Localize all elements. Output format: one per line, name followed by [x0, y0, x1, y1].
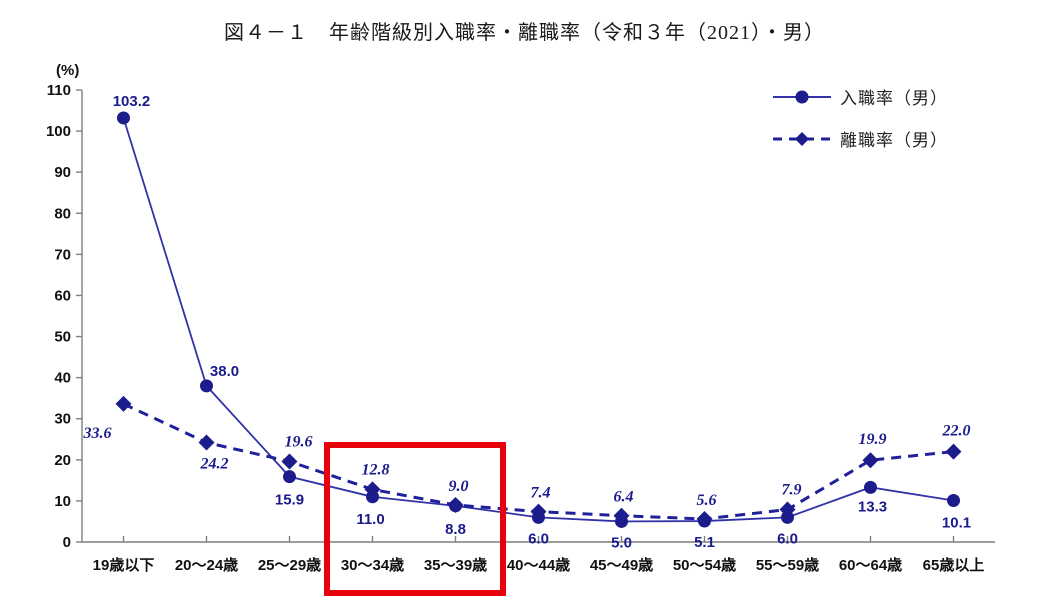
data-point-label: 6.4 — [614, 489, 634, 506]
data-point-label: 9.0 — [449, 478, 469, 495]
y-tick-label: 110 — [47, 82, 71, 99]
data-point-marker — [198, 434, 215, 451]
data-point-label: 103.2 — [113, 93, 151, 110]
series-hiring-rate: 103.2 38.0 15.9 11.0 8.8 6.0 5.0 5.1 6.0 13.3 10.1 — [113, 93, 971, 552]
legend: 入職率（男） 離職率（男） — [773, 84, 948, 151]
x-category-label: 30～34歳 — [341, 556, 404, 574]
x-category-label: 65歳以上 — [923, 556, 985, 574]
y-tick-label: 100 — [46, 123, 71, 140]
legend-entry-separation-rate: 離職率（男） — [773, 126, 948, 151]
x-category-label: 35～39歳 — [424, 556, 487, 574]
data-point-marker — [281, 453, 298, 470]
series-line — [122, 117, 954, 523]
data-point-label: 13.3 — [858, 498, 887, 515]
data-point-marker — [283, 470, 296, 484]
data-point-label: 33.6 — [83, 425, 112, 442]
data-point-label: 38.0 — [210, 363, 239, 380]
data-point-marker — [862, 452, 879, 469]
y-tick-label: 10 — [54, 493, 71, 510]
data-point-label: 19.9 — [859, 431, 887, 448]
legend-label-separation-rate: 離職率（男） — [840, 131, 948, 150]
highlight-box — [324, 442, 506, 596]
data-point-marker — [530, 503, 547, 520]
data-point-marker — [613, 507, 630, 524]
y-tick-label: 90 — [54, 164, 71, 181]
legend-swatch-dashed-diamond-icon — [773, 131, 831, 146]
data-point-label: 12.8 — [362, 461, 390, 478]
data-point-marker — [117, 111, 130, 125]
chart-title: 図４－１ 年齢階級別入職率・離職率（令和３年（2021）・男） — [224, 22, 825, 44]
data-point-label: 5.0 — [611, 534, 632, 551]
data-point-marker — [864, 480, 877, 494]
x-category-label: 60～64歳 — [839, 556, 902, 574]
x-category-label: 45～49歳 — [590, 556, 653, 574]
legend-entry-hiring-rate: 入職率（男） — [773, 84, 948, 109]
y-tick-label: 20 — [54, 452, 71, 469]
data-point-label: 15.9 — [275, 492, 304, 509]
legend-swatch-solid-circle-icon — [773, 90, 831, 103]
data-point-label: 5.1 — [694, 534, 715, 551]
data-point-label: 19.6 — [285, 433, 313, 450]
data-point-label: 5.6 — [697, 492, 717, 509]
data-point-marker — [364, 481, 381, 498]
legend-label-hiring-rate: 入職率（男） — [840, 89, 948, 108]
x-category-label: 50～54歳 — [673, 556, 736, 574]
x-category-label: 40～44歳 — [507, 556, 570, 574]
data-point-marker — [779, 501, 796, 518]
axes: 0 10 20 30 40 50 60 70 80 90 100 110 19歳以下 20～24歳 25～2… — [46, 82, 995, 574]
x-category-label: 20～24歳 — [175, 556, 238, 574]
y-tick-label: 80 — [54, 205, 71, 222]
data-point-label: 7.4 — [531, 485, 551, 502]
y-tick-label: 70 — [54, 246, 71, 263]
data-point-label: 11.0 — [356, 511, 384, 528]
series-separation-rate: 33.6 24.2 19.6 12.8 9.0 7.4 6.4 5.6 7.9 19.9 22.0 — [83, 395, 971, 527]
data-point-label: 8.8 — [445, 521, 466, 538]
x-category-label: 19歳以下 — [93, 556, 155, 574]
data-point-label: 6.0 — [777, 530, 798, 547]
y-axis-unit-label: (%) — [56, 62, 80, 79]
data-point-marker — [115, 395, 132, 412]
x-category-label: 55～59歳 — [756, 556, 819, 574]
data-point-label: 6.0 — [528, 530, 549, 547]
y-tick-label: 30 — [54, 411, 71, 428]
y-tick-label: 60 — [54, 287, 71, 304]
data-point-label: 10.1 — [942, 514, 971, 531]
y-tick-label: 0 — [63, 534, 71, 551]
data-point-label: 7.9 — [782, 482, 802, 499]
data-point-marker — [945, 443, 962, 460]
data-point-marker — [947, 493, 960, 507]
y-tick-label: 50 — [54, 329, 71, 346]
data-point-marker — [696, 510, 713, 527]
x-category-label: 25～29歳 — [258, 556, 321, 574]
data-point-marker — [200, 379, 213, 393]
data-point-marker — [447, 497, 464, 514]
data-point-label: 22.0 — [942, 423, 971, 440]
y-tick-label: 40 — [54, 370, 71, 387]
data-point-label: 24.2 — [200, 456, 229, 473]
